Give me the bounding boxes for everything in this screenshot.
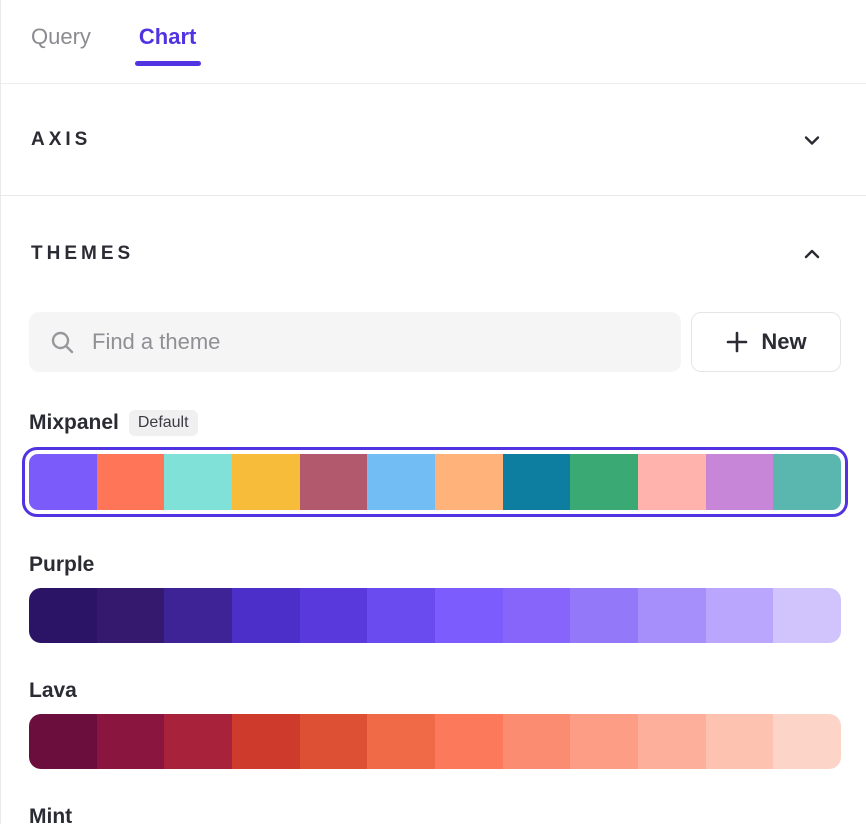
swatch bbox=[367, 588, 436, 643]
swatch bbox=[232, 454, 300, 510]
theme-search-row: New bbox=[1, 312, 866, 372]
swatch bbox=[435, 714, 503, 769]
swatch bbox=[29, 588, 97, 643]
swatch bbox=[299, 454, 368, 510]
swatch bbox=[299, 714, 368, 769]
theme-search-box[interactable] bbox=[29, 312, 681, 372]
axis-section-header[interactable]: AXIS bbox=[1, 84, 866, 196]
swatch bbox=[773, 454, 841, 510]
new-theme-button-label: New bbox=[761, 329, 807, 354]
plus-icon bbox=[725, 330, 749, 354]
swatch bbox=[570, 588, 639, 643]
new-theme-button[interactable]: New bbox=[691, 312, 841, 372]
theme-list: Mixpanel Default Purple Lava Mint bbox=[1, 410, 866, 829]
swatch bbox=[435, 588, 503, 643]
theme-item-mint: Mint bbox=[29, 805, 841, 829]
swatch bbox=[232, 588, 300, 643]
themes-section-title: THEMES bbox=[31, 243, 135, 264]
default-badge: Default bbox=[128, 410, 198, 436]
swatch bbox=[164, 714, 233, 769]
swatch bbox=[705, 454, 774, 510]
theme-name: Lava bbox=[29, 679, 77, 702]
axis-section-title: AXIS bbox=[31, 128, 92, 150]
swatch-row bbox=[29, 454, 841, 510]
themes-section-header[interactable]: THEMES bbox=[1, 196, 866, 312]
theme-search-input[interactable] bbox=[92, 329, 661, 355]
chevron-up-icon bbox=[802, 244, 822, 264]
swatch-row bbox=[29, 714, 841, 769]
theme-name: Mint bbox=[29, 805, 73, 828]
swatch bbox=[29, 714, 97, 769]
swatch bbox=[502, 588, 571, 643]
theme-label-row: Mixpanel Default bbox=[29, 410, 841, 436]
theme-label-row: Mint bbox=[29, 805, 841, 829]
swatch bbox=[232, 714, 300, 769]
swatch bbox=[502, 454, 571, 510]
swatch bbox=[367, 714, 436, 769]
swatch bbox=[638, 588, 706, 643]
tab-chart[interactable]: Chart bbox=[139, 24, 196, 72]
swatch bbox=[435, 454, 503, 510]
swatch bbox=[164, 454, 233, 510]
swatch bbox=[96, 714, 165, 769]
swatch bbox=[638, 714, 706, 769]
tab-bar: Query Chart bbox=[1, 0, 866, 84]
swatch bbox=[502, 714, 571, 769]
swatch bbox=[367, 454, 436, 510]
swatch bbox=[96, 588, 165, 643]
theme-label-row: Purple bbox=[29, 553, 841, 577]
chevron-down-icon bbox=[802, 130, 822, 150]
swatch bbox=[570, 714, 639, 769]
theme-swatches-mixpanel[interactable] bbox=[22, 447, 848, 517]
theme-label-row: Lava bbox=[29, 679, 841, 703]
swatch bbox=[96, 454, 165, 510]
swatch bbox=[299, 588, 368, 643]
swatch bbox=[773, 714, 841, 769]
swatch bbox=[705, 714, 774, 769]
swatch bbox=[638, 454, 706, 510]
theme-name: Purple bbox=[29, 553, 95, 576]
tab-query[interactable]: Query bbox=[31, 24, 91, 49]
theme-name: Mixpanel bbox=[29, 411, 119, 434]
swatch bbox=[29, 454, 97, 510]
theme-swatches-purple[interactable] bbox=[29, 588, 841, 643]
swatch bbox=[164, 588, 233, 643]
theme-swatches-lava[interactable] bbox=[29, 714, 841, 769]
theme-item-mixpanel: Mixpanel Default bbox=[22, 410, 848, 517]
swatch bbox=[773, 588, 841, 643]
search-icon bbox=[49, 329, 92, 356]
swatch bbox=[570, 454, 639, 510]
theme-item-lava: Lava bbox=[29, 679, 841, 769]
swatch bbox=[705, 588, 774, 643]
theme-item-purple: Purple bbox=[29, 553, 841, 643]
swatch-row bbox=[29, 588, 841, 643]
